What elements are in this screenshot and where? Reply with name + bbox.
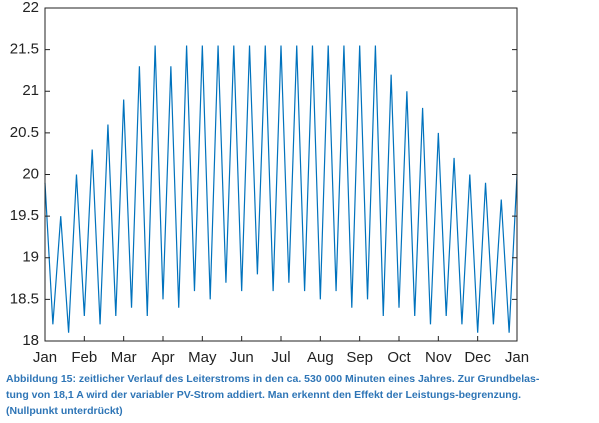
y-tick-label: 19 — [22, 249, 39, 266]
x-tick-label: Nov — [425, 349, 452, 366]
x-tick-label: Apr — [151, 349, 174, 366]
y-tick-label: 18.5 — [10, 290, 39, 307]
series-line — [44, 45, 518, 333]
x-tick-label: Jun — [230, 349, 254, 366]
x-tick-label: Jul — [271, 349, 290, 366]
x-tick-label: Jan — [33, 349, 57, 366]
x-tick-label: Oct — [387, 349, 411, 366]
x-tick-label: May — [188, 349, 217, 366]
y-tick-label: 22 — [22, 0, 39, 16]
x-tick-label: Aug — [307, 349, 334, 366]
y-tick-label: 20.5 — [10, 124, 39, 141]
x-tick-label: Feb — [71, 349, 97, 366]
y-tick-label: 18 — [22, 332, 39, 349]
y-tick-label: 20 — [22, 165, 39, 182]
y-tick-label: 21.5 — [10, 41, 39, 58]
x-tick-label: Jan — [505, 349, 529, 366]
caption-line: Abbildung 15: zeitlicher Verlauf des Lei… — [6, 373, 540, 385]
caption-line: (Nullpunkt unterdrückt) — [6, 405, 123, 417]
x-tick-label: Dec — [464, 349, 491, 366]
x-tick-label: Sep — [346, 349, 373, 366]
x-tick-label: Mar — [111, 349, 137, 366]
caption-line: tung von 18,1 A wird der variabler PV-St… — [6, 389, 521, 401]
y-tick-label: 21 — [22, 82, 39, 99]
y-tick-label: 19.5 — [10, 207, 39, 224]
